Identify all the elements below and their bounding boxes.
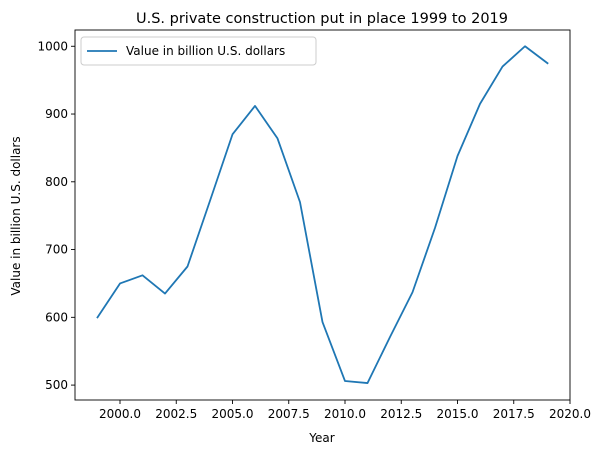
x-axis: 2000.0 2002.5 2005.0 2007.5 2010.0 2012.5 2015… <box>99 400 591 421</box>
y-tick-label: 1000 <box>37 39 68 53</box>
y-tick-label: 900 <box>45 107 68 121</box>
y-axis-label: Value in billion U.S. dollars <box>9 136 23 295</box>
chart-title: U.S. private construction put in place 1… <box>136 11 508 27</box>
series-layer <box>96 45 549 384</box>
legend-box <box>80 36 317 66</box>
series-line-0 <box>96 45 549 384</box>
y-tick-label: 600 <box>45 310 68 324</box>
x-tick-label: 2007.5 <box>268 407 310 421</box>
y-tick-label: 700 <box>45 243 68 257</box>
plot-area <box>74 29 571 401</box>
x-axis-label: Year <box>308 431 334 445</box>
legend-label: Value in billion U.S. dollars <box>126 44 285 58</box>
x-tick-label: 2015.0 <box>437 407 479 421</box>
x-tick-label: 2012.5 <box>380 407 422 421</box>
y-tick-label: 500 <box>45 378 68 392</box>
y-axis: 500 600 700 800 900 1000 <box>37 39 75 392</box>
plot-frame <box>74 29 571 401</box>
y-tick-label: 800 <box>45 175 68 189</box>
x-tick-label: 2017.5 <box>493 407 535 421</box>
x-tick-label: 2020.0 <box>549 407 591 421</box>
x-tick-label: 2010.0 <box>324 407 366 421</box>
legend: Value in billion U.S. dollars <box>80 36 317 66</box>
x-tick-label: 2000.0 <box>99 407 141 421</box>
x-tick-label: 2002.5 <box>155 407 197 421</box>
x-tick-label: 2005.0 <box>212 407 254 421</box>
